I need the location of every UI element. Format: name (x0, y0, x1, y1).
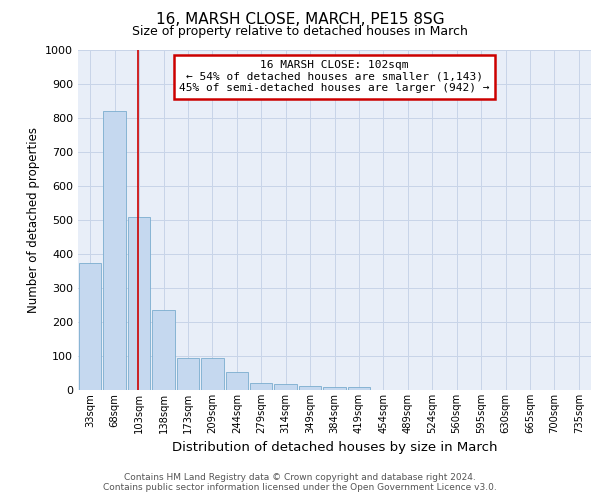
Bar (226, 372, 248, 390)
Bar (201, 358, 224, 390)
Bar (103, 111, 126, 390)
Y-axis label: Number of detached properties: Number of detached properties (26, 127, 40, 313)
Bar (128, 216, 151, 390)
Bar (176, 358, 199, 390)
X-axis label: Distribution of detached houses by size in March: Distribution of detached houses by size … (172, 442, 497, 454)
Bar (347, 387, 370, 390)
Bar (250, 383, 272, 390)
Text: 16 MARSH CLOSE: 102sqm
← 54% of detached houses are smaller (1,143)
45% of semi-: 16 MARSH CLOSE: 102sqm ← 54% of detached… (179, 60, 490, 94)
Bar (79, 262, 101, 390)
Text: 16, MARSH CLOSE, MARCH, PE15 8SG: 16, MARSH CLOSE, MARCH, PE15 8SG (155, 12, 445, 28)
Bar (274, 384, 297, 390)
Bar (323, 388, 346, 390)
Bar (299, 386, 322, 390)
Bar (152, 310, 175, 390)
Text: Contains HM Land Registry data © Crown copyright and database right 2024.
Contai: Contains HM Land Registry data © Crown c… (103, 473, 497, 492)
Text: Size of property relative to detached houses in March: Size of property relative to detached ho… (132, 25, 468, 38)
